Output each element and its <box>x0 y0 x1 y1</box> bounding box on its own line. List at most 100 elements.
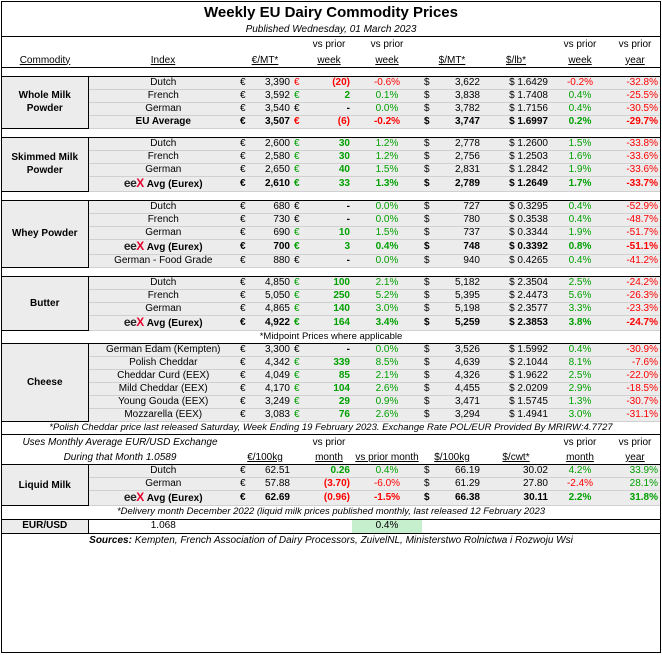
table-row: Polish Cheddar €4,342 €339 8.5% $4,639 $ 2.10… <box>2 356 660 370</box>
table-row: French €3,592 €2 0.1% $3,838 $ 1.7408 0.4% -25.… <box>2 89 660 103</box>
usd-week-change: 1.9% <box>550 163 610 177</box>
usd-lb-price: $ 0.3538 <box>482 213 550 227</box>
usd-year-change: -30.5% <box>610 102 660 116</box>
eex-logo-x: X <box>136 315 144 329</box>
eex-logo-x: X <box>136 239 144 253</box>
usd-week-change: 5.6% <box>550 289 610 303</box>
exchange-note-b: During that Month 1.0589 <box>63 452 177 463</box>
commodity-name: Liquid Milk <box>2 464 89 506</box>
usd-week-change: 0.4% <box>550 213 610 227</box>
usd-year-change: -33.6% <box>610 163 660 177</box>
usd-lb-price: $ 2.4473 <box>482 289 550 303</box>
usd-price: 727 <box>434 200 482 214</box>
table-row: German - Food Grade €880 € -0.0% $940 $ 0.426… <box>2 254 660 268</box>
eur-symbol: € <box>238 382 252 396</box>
eur-change: (6) <box>306 115 352 129</box>
usd-year-change: 33.9% <box>610 464 660 478</box>
index-label: Cheddar Curd (EEX) <box>117 369 210 381</box>
liquid-header-bottom: During that Month 1.0589 €/100kg month v… <box>2 449 660 465</box>
usd-price: 2,831 <box>434 163 482 177</box>
usd-week-change: 0.4% <box>550 89 610 103</box>
usd-price: 748 <box>434 239 482 255</box>
usd-price: 4,326 <box>434 369 482 383</box>
index-name: eeX Avg (Eurex) <box>88 490 238 506</box>
header-usd-lb: $/lb* <box>505 54 526 66</box>
eur-symbol: € <box>292 343 306 357</box>
usd-year-change: -51.1% <box>610 239 660 255</box>
index-name: German <box>88 302 238 316</box>
usd-week-change: 8.1% <box>550 356 610 370</box>
usd-year-change: -51.7% <box>610 226 660 240</box>
index-label: Avg (Eurex) <box>146 241 203 253</box>
eur-symbol: € <box>238 163 252 177</box>
usd-year-change: -29.7% <box>610 115 660 129</box>
section-spacer <box>2 190 660 200</box>
eur-symbol: € <box>292 176 306 192</box>
usd-price: 3,622 <box>434 76 482 90</box>
index-label: French <box>147 150 179 162</box>
usd-price: 3,471 <box>434 395 482 409</box>
eur-symbol: € <box>292 382 306 396</box>
index-name: Mild Cheddar (EEX) <box>88 382 238 396</box>
usd-week-change: 0.4% <box>550 343 610 357</box>
eur-price: 4,049 <box>252 369 292 383</box>
eur-change: - <box>306 200 352 214</box>
spacer-cell <box>2 127 660 137</box>
usd-week-change: 1.7% <box>550 176 610 192</box>
table-row: Mild Cheddar (EEX) €4,170 €104 2.6% $4,455 $ … <box>2 382 660 396</box>
pct-change: 0.0% <box>352 200 422 214</box>
usd-year-change: -24.2% <box>610 276 660 290</box>
usd-symbol: $ <box>422 490 434 506</box>
eur-price: 3,592 <box>252 89 292 103</box>
usd-year-change: -30.7% <box>610 395 660 409</box>
liquid-header-vs-prior-year: year <box>625 452 645 463</box>
usd-week-change: 1.6% <box>550 150 610 164</box>
usd-month-change: 2.2% <box>550 490 610 506</box>
usd-month-change: -2.4% <box>550 477 610 491</box>
usd-lb-price: $ 0.3295 <box>482 200 550 214</box>
usd-symbol: $ <box>422 254 434 268</box>
table-row: French €2,580 €30 1.2% $2,756 $ 1.2503 1.6% -33… <box>2 150 660 164</box>
index-name: French <box>88 150 238 164</box>
liquid-header-vs-prior-month2: vs prior month <box>355 452 419 463</box>
usd-lb-price: $ 1.6429 <box>482 76 550 90</box>
index-label: Dutch <box>150 465 177 476</box>
usd-year-change: -33.6% <box>610 150 660 164</box>
index-name: German - Food Grade <box>88 254 238 268</box>
eur-symbol: € <box>238 369 252 383</box>
liquid-header-top: Uses Monthly Average EUR/USD Exchange vs… <box>2 434 660 449</box>
usd-year-change: -25.5% <box>610 89 660 103</box>
eurusd-change: 0.4% <box>352 518 422 533</box>
index-label: German Edam (Kempten) <box>106 343 221 355</box>
usd-symbol: $ <box>422 464 434 478</box>
cheese-note-text: *Polish Cheddar price last released Satu… <box>2 420 660 434</box>
eur-change: 140 <box>306 302 352 316</box>
eur-symbol: € <box>238 176 252 192</box>
usd-symbol: $ <box>422 408 434 422</box>
eex-logo-letters: ee <box>123 490 137 504</box>
eur-change: - <box>306 254 352 268</box>
usd-price: 737 <box>434 226 482 240</box>
pct-change: 1.5% <box>352 163 422 177</box>
usd-cwt-price: 30.02 <box>482 464 550 478</box>
eur-change: 339 <box>306 356 352 370</box>
usd-lb-price: $ 1.2503 <box>482 150 550 164</box>
eur-change: 100 <box>306 276 352 290</box>
usd-lb-price: $ 2.1044 <box>482 356 550 370</box>
eur-price: 3,249 <box>252 395 292 409</box>
eur-price: 3,083 <box>252 408 292 422</box>
liquid-milk-table: Uses Monthly Average EUR/USD Exchange vs… <box>2 434 660 519</box>
eur-change: 33 <box>306 176 352 192</box>
usd-year-change: -41.2% <box>610 254 660 268</box>
header-usd-mt: $/MT* <box>438 54 466 66</box>
liquid-header-vs-prior-month: month <box>315 452 343 463</box>
eur-change: 0.26 <box>306 464 352 478</box>
usd-symbol: $ <box>422 477 434 491</box>
index-name: Dutch <box>88 76 238 90</box>
pct-change: 3.4% <box>352 315 422 331</box>
usd-price: 2,789 <box>434 176 482 192</box>
index-name: French <box>88 289 238 303</box>
usd-week-change: 2.9% <box>550 382 610 396</box>
pct-change: 0.1% <box>352 89 422 103</box>
index-label: German <box>145 302 182 314</box>
